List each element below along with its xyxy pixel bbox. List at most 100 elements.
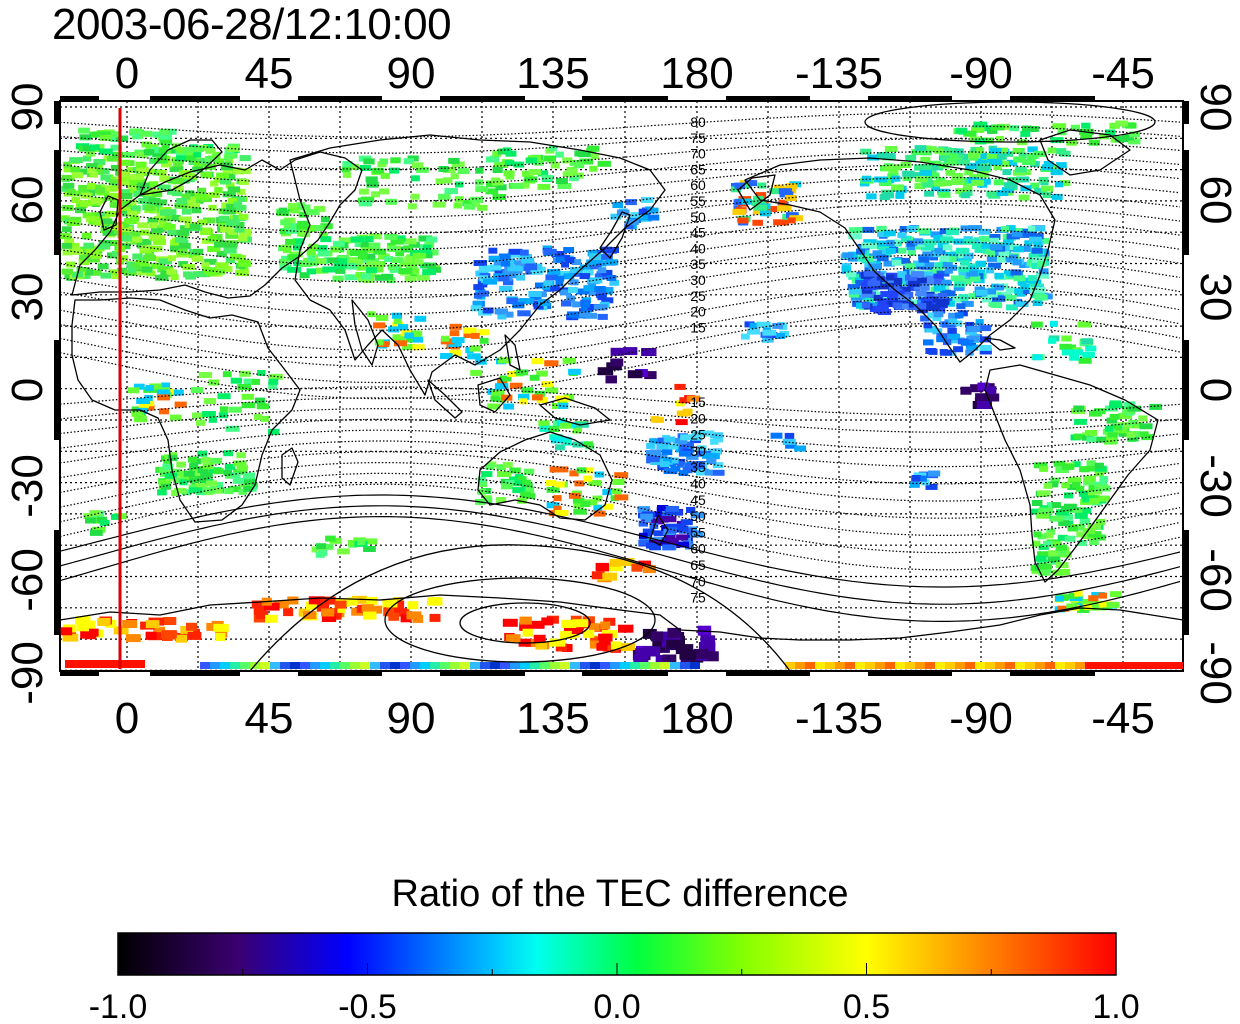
tec-pixel — [206, 480, 218, 487]
tec-pixel — [561, 300, 572, 307]
tec-pixel — [152, 239, 167, 246]
tec-pixel — [85, 150, 95, 157]
tec-pixel — [472, 301, 483, 308]
tec-pixel — [82, 269, 94, 276]
tec-pixel — [610, 213, 621, 220]
tec-pixel — [443, 167, 456, 173]
tec-pixel — [969, 162, 983, 169]
tec-pixel — [868, 263, 882, 270]
coastline-uk — [99, 195, 119, 231]
tec-pixel — [479, 337, 489, 344]
contour-label-south: 20 — [690, 410, 706, 426]
tec-pixel — [109, 185, 118, 192]
tec-pixel — [1139, 423, 1153, 430]
tec-pixel — [243, 472, 256, 479]
tec-pixel — [122, 620, 137, 628]
border-tick-bottom — [726, 670, 810, 676]
lat-tick-left: -30 — [3, 454, 52, 518]
tec-pixel — [551, 251, 565, 257]
tec-pixel — [153, 157, 168, 164]
tec-pixel — [562, 357, 576, 364]
tec-pixel — [97, 168, 110, 175]
tec-pixel — [1105, 129, 1116, 136]
tec-pixel — [206, 622, 219, 631]
tec-pixel — [752, 195, 764, 202]
tec-pixel — [157, 489, 167, 496]
tec-pixel — [910, 172, 921, 179]
tec-pixel — [953, 346, 964, 353]
tec-pixel — [209, 180, 219, 187]
tec-pixel — [537, 291, 547, 298]
tec-pixel — [108, 192, 122, 199]
tec-pixel — [1011, 231, 1023, 238]
tec-pixel — [642, 528, 655, 535]
tec-pixel — [1015, 166, 1027, 173]
tec-pixel — [503, 279, 514, 286]
tec-band-segment — [1055, 662, 1065, 669]
tec-pixel — [784, 432, 795, 439]
contour-pole-south-arc — [249, 544, 791, 671]
tec-pixel — [1125, 122, 1137, 129]
tec-pixel — [1123, 402, 1133, 409]
tec-pixel — [176, 198, 187, 205]
tec-pixel — [169, 166, 184, 173]
tec-pixel — [238, 488, 248, 495]
tec-pixel — [158, 480, 172, 487]
contour-label-north: 75 — [690, 130, 706, 146]
tec-pixel — [225, 257, 235, 264]
tec-pixel — [86, 163, 98, 170]
tec-pixel — [960, 259, 970, 266]
tec-pixel — [222, 371, 232, 378]
tec-pixel — [908, 280, 920, 287]
lon-tick-top: 90 — [387, 49, 436, 98]
tec-band-segment — [440, 662, 450, 669]
tec-pixel — [1055, 544, 1068, 551]
tec-pixel — [162, 223, 176, 230]
tec-pixel — [182, 146, 195, 153]
tec-pixel — [1016, 176, 1030, 183]
tec-pixel — [1061, 335, 1072, 342]
tec-pixel — [382, 599, 398, 608]
tec-pixel — [414, 330, 423, 337]
tec-pixel — [937, 302, 948, 309]
tec-pixel — [223, 247, 237, 254]
tec-pixel — [101, 185, 111, 192]
tec-band-segment — [500, 662, 510, 669]
tec-pixel — [182, 264, 195, 271]
tec-pixel — [883, 260, 896, 267]
tec-pixel — [267, 428, 280, 435]
tec-pixel — [193, 151, 202, 158]
tec-data-pixels — [60, 120, 1183, 669]
tec-pixel — [914, 183, 926, 190]
tec-pixel — [564, 394, 575, 401]
lon-tick-bottom: -135 — [795, 694, 883, 743]
tec-pixel — [562, 157, 573, 164]
tec-pixel — [97, 618, 111, 626]
tec-pixel — [463, 332, 475, 338]
tec-pixel — [233, 201, 243, 208]
tec-pixel — [435, 178, 444, 185]
tec-pixel — [1067, 525, 1078, 532]
contour-label-south: 70 — [690, 573, 706, 589]
tec-pixel — [1053, 460, 1066, 467]
tec-pixel — [597, 160, 611, 167]
tec-pixel — [346, 257, 360, 264]
tec-pixel — [760, 210, 771, 217]
tec-pixel — [909, 481, 920, 488]
tec-pixel — [253, 606, 267, 615]
tec-pixel — [117, 267, 128, 274]
tec-pixel — [653, 530, 663, 537]
tec-pixel — [359, 165, 371, 171]
tec-pixel — [965, 163, 975, 170]
tec-pixel — [255, 611, 269, 619]
tec-pixel — [1041, 185, 1054, 192]
tec-pixel — [524, 260, 535, 267]
tec-pixel — [1064, 503, 1077, 510]
tec-pixel — [204, 258, 217, 265]
tec-pixel — [369, 242, 381, 249]
tec-pixel — [986, 152, 999, 159]
tec-pixel — [98, 240, 113, 246]
tec-pixel — [874, 176, 888, 183]
tec-pixel — [214, 176, 224, 183]
tec-pixel — [958, 272, 970, 278]
